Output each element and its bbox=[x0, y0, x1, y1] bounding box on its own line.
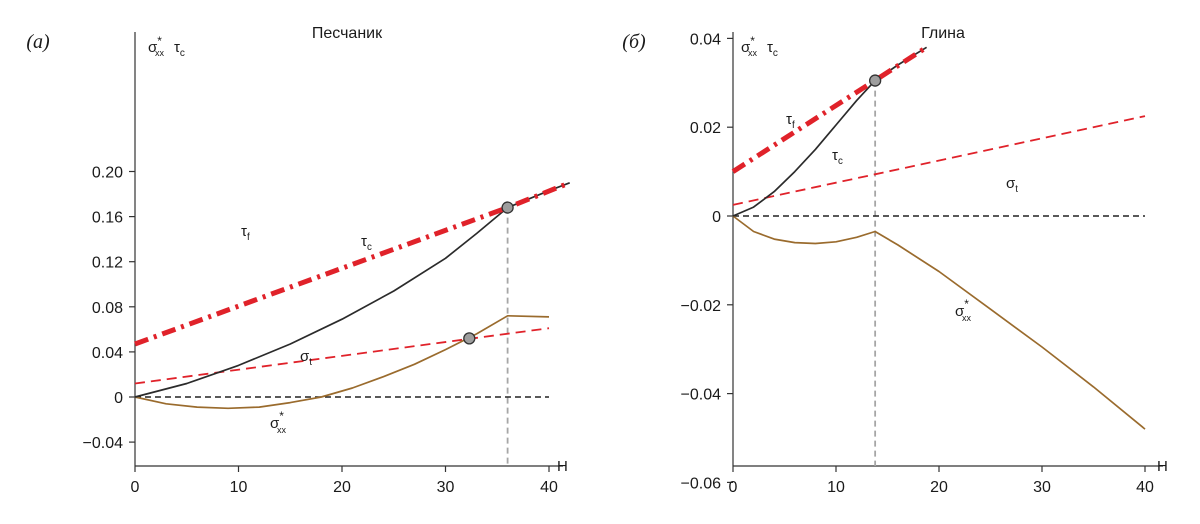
series-label-σxxstar: σ* xx bbox=[270, 409, 286, 435]
series-label-τc: τc bbox=[832, 147, 843, 167]
x-tick-label: 30 bbox=[1033, 479, 1051, 496]
x-tick-label: 0 bbox=[729, 479, 738, 496]
panel-label: (а) bbox=[26, 31, 50, 53]
x-tick-label: 0 bbox=[131, 479, 140, 496]
series-line-τc bbox=[134, 182, 571, 398]
chart-panel-2: Глина(б) σ* xx τcH−0.06−0.04−0.0200.020.040… bbox=[622, 25, 1168, 496]
y-tick-label: 0 bbox=[712, 209, 721, 226]
series-line-τc bbox=[732, 46, 928, 217]
y-tick-label: −0.04 bbox=[83, 435, 124, 452]
chart-title: Глина bbox=[921, 25, 965, 42]
x-tick-label: 10 bbox=[230, 479, 248, 496]
y-tick-label: 0.20 bbox=[92, 165, 123, 182]
series-line-σt bbox=[732, 115, 1146, 206]
chart-title: Песчаник bbox=[312, 25, 383, 42]
series-line-σxxstar bbox=[134, 314, 550, 410]
data-marker bbox=[463, 332, 476, 345]
series-line-σt bbox=[134, 327, 550, 385]
series-label-τc: τc bbox=[361, 233, 372, 253]
series-line-σxxstar bbox=[732, 215, 1146, 430]
series-label-τf: τf bbox=[241, 223, 250, 243]
y-tick-label: −0.04 bbox=[681, 387, 722, 404]
y-tick-label: 0.04 bbox=[690, 31, 721, 48]
x-tick-label: 20 bbox=[333, 479, 351, 496]
y-tick-label: 0.02 bbox=[690, 120, 721, 137]
series-line-τf bbox=[134, 180, 571, 347]
data-marker bbox=[868, 74, 882, 87]
x-axis-label: H bbox=[557, 458, 568, 475]
y-tick-label: 0.16 bbox=[92, 210, 123, 227]
y-tick-label: 0 bbox=[114, 390, 123, 407]
y-tick-label: 0.12 bbox=[92, 255, 123, 272]
y-tick-label: 0.04 bbox=[92, 345, 123, 362]
chart-panel-1: Песчаник(а) σ* xx τcH−0.0400.040.080.120.16… bbox=[26, 25, 571, 496]
x-axis-label: H bbox=[1157, 458, 1168, 475]
series-label-σxxstar: σ* xx bbox=[955, 297, 971, 323]
x-tick-label: 10 bbox=[827, 479, 845, 496]
data-marker bbox=[501, 201, 514, 214]
series-line-τf bbox=[731, 45, 928, 174]
y-tick-label: 0.08 bbox=[92, 300, 123, 317]
x-tick-label: 20 bbox=[930, 479, 948, 496]
y-tick-label: −0.06 bbox=[681, 475, 722, 492]
series-label-σt: σt bbox=[1006, 175, 1018, 195]
series-label-τf: τf bbox=[786, 111, 795, 131]
x-tick-label: 40 bbox=[540, 479, 558, 496]
panel-label: (б) bbox=[622, 31, 646, 53]
y-axis-label: σ* xx τc bbox=[741, 34, 778, 59]
y-axis-label: σ* xx τc bbox=[148, 34, 185, 59]
x-tick-label: 30 bbox=[437, 479, 455, 496]
x-tick-label: 40 bbox=[1136, 479, 1154, 496]
series-label-σt: σt bbox=[300, 348, 312, 368]
y-tick-label: −0.02 bbox=[681, 298, 722, 315]
